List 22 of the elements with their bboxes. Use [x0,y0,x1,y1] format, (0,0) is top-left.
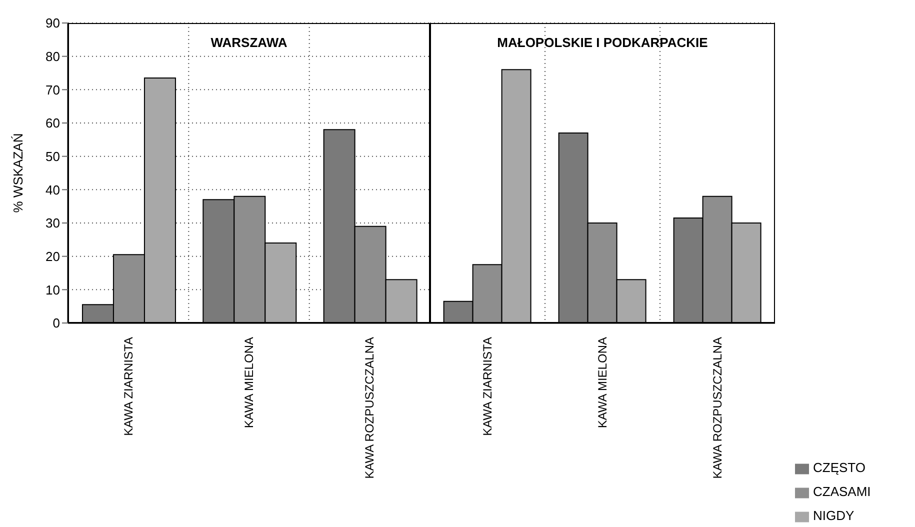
text: MAŁOPOLSKIE I PODKARPACKIE [496,35,709,50]
y-tick-label: 30 [46,216,60,231]
text: WARSZAWA [210,35,288,50]
y-tick-label: 50 [46,148,60,164]
y-tick-label: 0 [52,316,60,331]
y-tick-label: 10 [46,282,60,298]
legend-label: NIGDY [813,508,854,523]
legend-label: CZASAMI [813,484,871,499]
y-tick-label: 80 [46,48,60,64]
x-tick-label: KAWA ZIARNISTA [480,337,494,436]
legend-label: CZĘSTO [813,460,866,475]
x-tick-label: KAWA MIELONA [242,337,256,428]
y-tick-label: 70 [46,82,60,98]
x-tick-label: KAWA ROZPUSZCZALNA [362,337,377,479]
y-axis-title: % WSKAZAŃ [10,133,26,213]
x-tick-label: KAWA MIELONA [596,337,610,428]
y-tick-label: 60 [46,116,60,131]
y-tick-label: 90 [46,16,60,31]
x-tick-label: KAWA ZIARNISTA [121,337,136,436]
y-tick-label: 40 [46,182,60,198]
y-tick-label: 20 [46,248,60,264]
x-tick-label: KAWA ROZPUSZCZALNA [710,337,724,479]
